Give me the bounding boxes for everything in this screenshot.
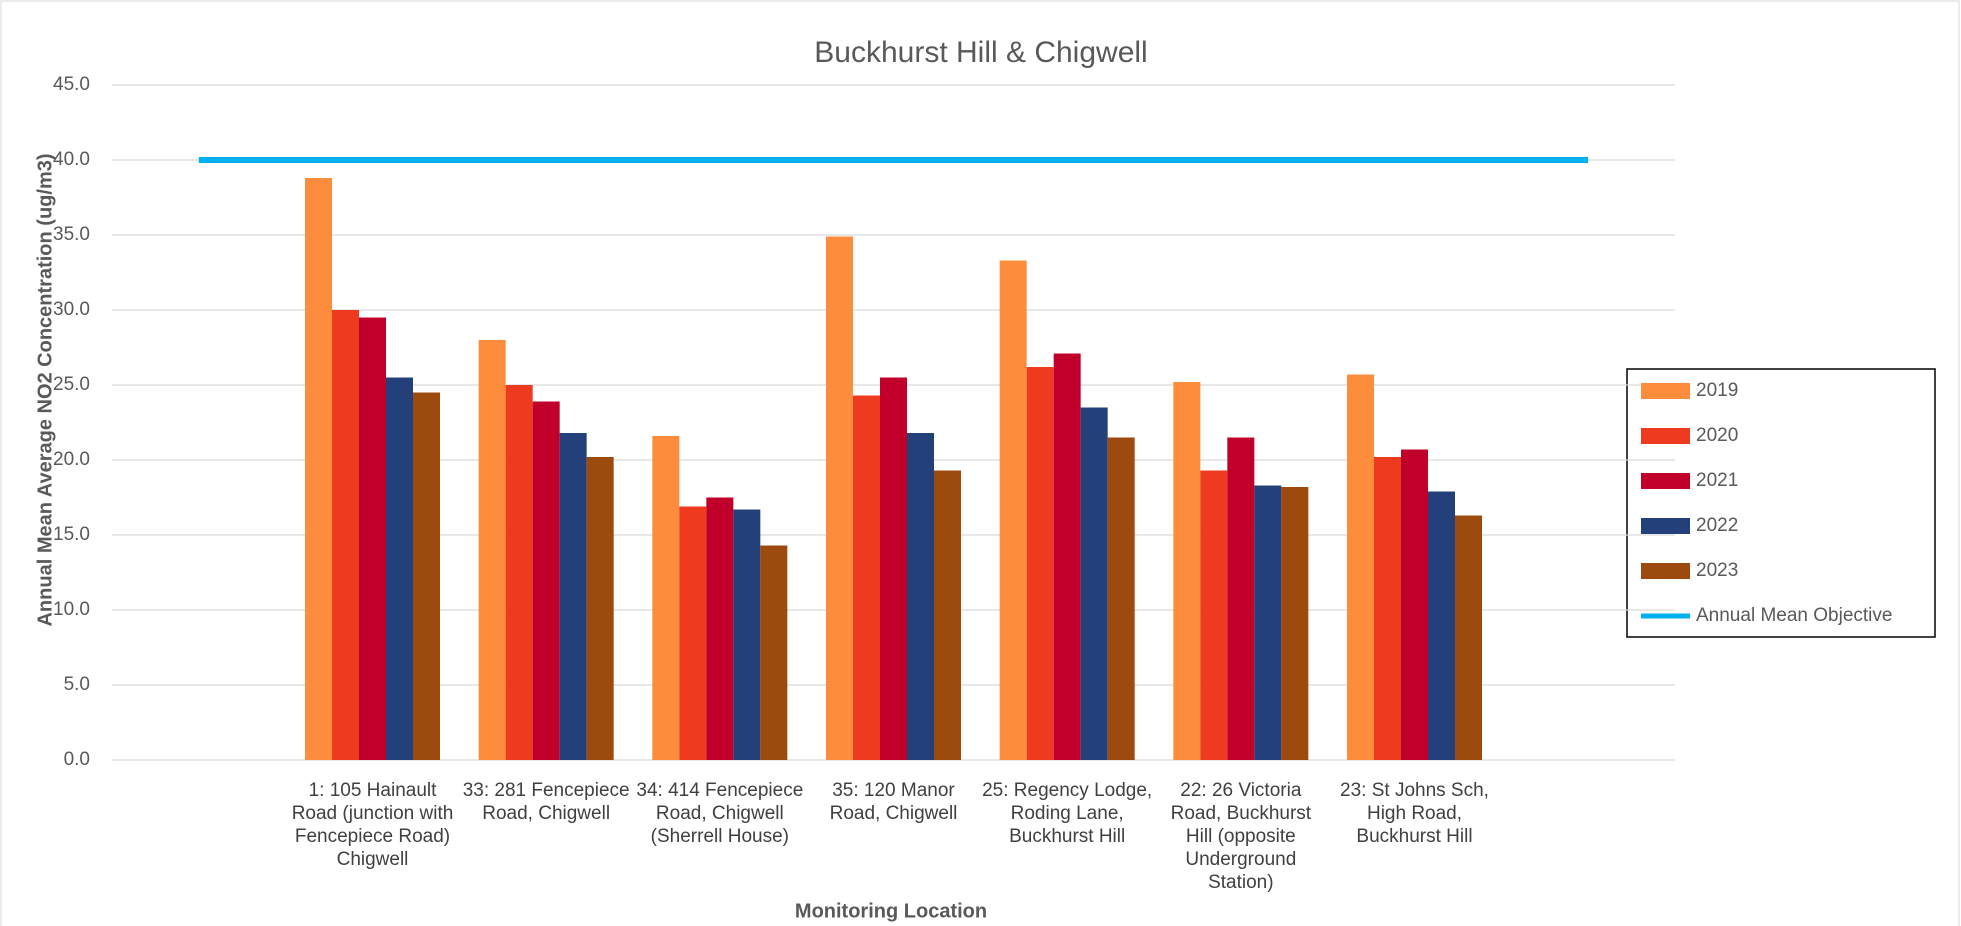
bar <box>706 497 734 760</box>
bar <box>1254 485 1282 760</box>
y-axis-label: Annual Mean Average NO2 Concentration (u… <box>34 153 56 626</box>
legend-swatch <box>1641 563 1690 579</box>
bar <box>652 436 680 760</box>
legend-swatch <box>1641 518 1690 534</box>
x-tick-label: 25: Regency Lodge, Roding Lane, Buckhurs… <box>982 780 1153 847</box>
bar <box>1026 367 1054 760</box>
bar <box>1281 487 1309 760</box>
bar <box>1080 407 1108 760</box>
bar <box>826 236 853 760</box>
x-axis-label: Monitoring Location <box>795 900 987 922</box>
legend-swatch <box>1641 473 1690 489</box>
y-tick-label: 35.0 <box>53 224 90 245</box>
bar <box>1200 470 1228 760</box>
bar <box>1227 437 1255 760</box>
legend-label: 2019 <box>1696 380 1738 401</box>
y-tick-label: 0.0 <box>64 749 90 770</box>
y-tick-label: 20.0 <box>53 449 90 470</box>
legend-label: 2021 <box>1696 470 1738 491</box>
bar <box>386 377 413 760</box>
y-tick-label: 40.0 <box>53 149 90 170</box>
x-tick-label: 23: St Johns Sch, High Road, Buckhurst H… <box>1340 780 1489 847</box>
bar <box>1173 382 1201 760</box>
x-tick-label: 35: 120 Manor Road, Chigwell <box>829 780 958 824</box>
x-tick-label: 34: 414 Fencepiece Road, Chigwell (Sherr… <box>636 780 804 847</box>
bar <box>1455 515 1482 760</box>
y-tick-label: 30.0 <box>53 299 90 320</box>
bar <box>1053 353 1081 760</box>
legend-swatch <box>1641 383 1690 399</box>
bar <box>559 433 587 760</box>
legend-label: 2023 <box>1696 560 1738 581</box>
y-tick-label: 45.0 <box>53 74 90 95</box>
legend-label: Annual Mean Objective <box>1696 605 1892 626</box>
legend-box <box>1626 368 1936 638</box>
bar <box>934 470 961 760</box>
y-tick-label: 5.0 <box>64 674 90 695</box>
bar <box>999 260 1027 760</box>
legend-label: 2022 <box>1696 515 1738 536</box>
bar <box>1347 374 1374 760</box>
x-tick-label: 1: 105 Hainault Road (junction with Fenc… <box>291 780 454 870</box>
bar <box>532 401 560 760</box>
y-tick-label: 15.0 <box>53 524 90 545</box>
bar <box>305 178 332 760</box>
legend-swatch <box>1641 428 1690 444</box>
y-tick-label: 25.0 <box>53 374 90 395</box>
bar <box>505 385 533 760</box>
bar <box>359 317 386 760</box>
bar <box>1401 449 1428 760</box>
bar <box>478 340 506 760</box>
bar <box>880 377 907 760</box>
bar <box>413 392 440 760</box>
bar <box>586 457 614 760</box>
bar <box>1107 437 1135 760</box>
bar <box>907 433 934 760</box>
bar <box>332 310 359 760</box>
y-tick-label: 10.0 <box>53 599 90 620</box>
bar <box>1428 491 1455 760</box>
x-tick-label: 33: 281 Fencepiece Road, Chigwell <box>462 780 630 824</box>
bar <box>760 545 788 760</box>
chart-title: Buckhurst Hill & Chigwell <box>814 36 1147 69</box>
bar <box>679 506 707 760</box>
x-tick-label: 22: 26 Victoria Road, Buckhurst Hill (op… <box>1170 780 1312 893</box>
bar <box>733 509 761 760</box>
bar <box>853 395 880 760</box>
bar <box>1374 457 1401 760</box>
legend-label: 2020 <box>1696 425 1738 446</box>
